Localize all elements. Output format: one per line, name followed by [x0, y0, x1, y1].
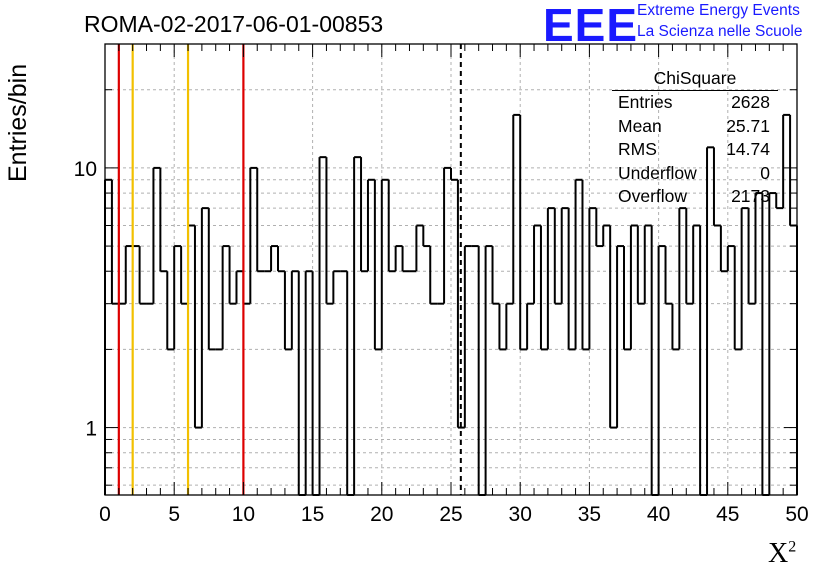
x-axis-label-sup: 2 — [788, 538, 797, 556]
x-tick-label: 20 — [370, 503, 393, 526]
stats-value: 2173 — [731, 186, 770, 206]
stats-row-overflow: Overflow 2173 — [612, 185, 778, 209]
logo-line-2: La Scienza nelle Scuole — [637, 23, 803, 40]
stats-box: ChiSquare Entries 2628 Mean 25.71 RMS 14… — [612, 66, 778, 209]
x-tick-label: 0 — [99, 503, 111, 526]
y-tick-label: 1 — [85, 418, 97, 441]
y-tick-label: 10 — [74, 158, 97, 181]
x-axis-label: X2 — [768, 538, 796, 570]
chart-title: ROMA-02-2017-06-01-00853 — [84, 11, 384, 37]
x-tick-label: 25 — [439, 503, 462, 526]
x-tick-label: 15 — [301, 503, 324, 526]
y-axis-label: Entries/bin — [4, 63, 32, 182]
stats-value: 2628 — [731, 92, 770, 112]
logo-line-1: Extreme Energy Events — [637, 2, 800, 19]
x-tick-label: 50 — [785, 503, 808, 526]
x-tick-label: 45 — [716, 503, 739, 526]
stats-value: 14.74 — [726, 139, 770, 159]
stats-value: 25.71 — [726, 115, 770, 136]
eee-logo: EEE — [543, 0, 639, 51]
stats-key: RMS — [618, 139, 657, 159]
x-tick-label: 10 — [232, 503, 255, 526]
stats-value: 0 — [760, 162, 770, 183]
stats-row-mean: Mean 25.71 — [612, 115, 778, 139]
stats-key: Overflow — [618, 186, 688, 206]
stats-title: ChiSquare — [612, 66, 778, 91]
stats-key: Underflow — [618, 162, 697, 183]
stats-key: Mean — [618, 115, 662, 136]
stats-row-entries: Entries 2628 — [612, 91, 778, 115]
x-tick-label: 5 — [168, 503, 180, 526]
x-tick-label: 35 — [578, 503, 601, 526]
x-tick-label: 30 — [509, 503, 532, 526]
x-axis-label-base: X — [768, 538, 789, 569]
stats-key: Entries — [618, 92, 673, 112]
stats-row-rms: RMS 14.74 — [612, 138, 778, 162]
x-tick-label: 40 — [647, 503, 670, 526]
stats-row-underflow: Underflow 0 — [612, 162, 778, 186]
